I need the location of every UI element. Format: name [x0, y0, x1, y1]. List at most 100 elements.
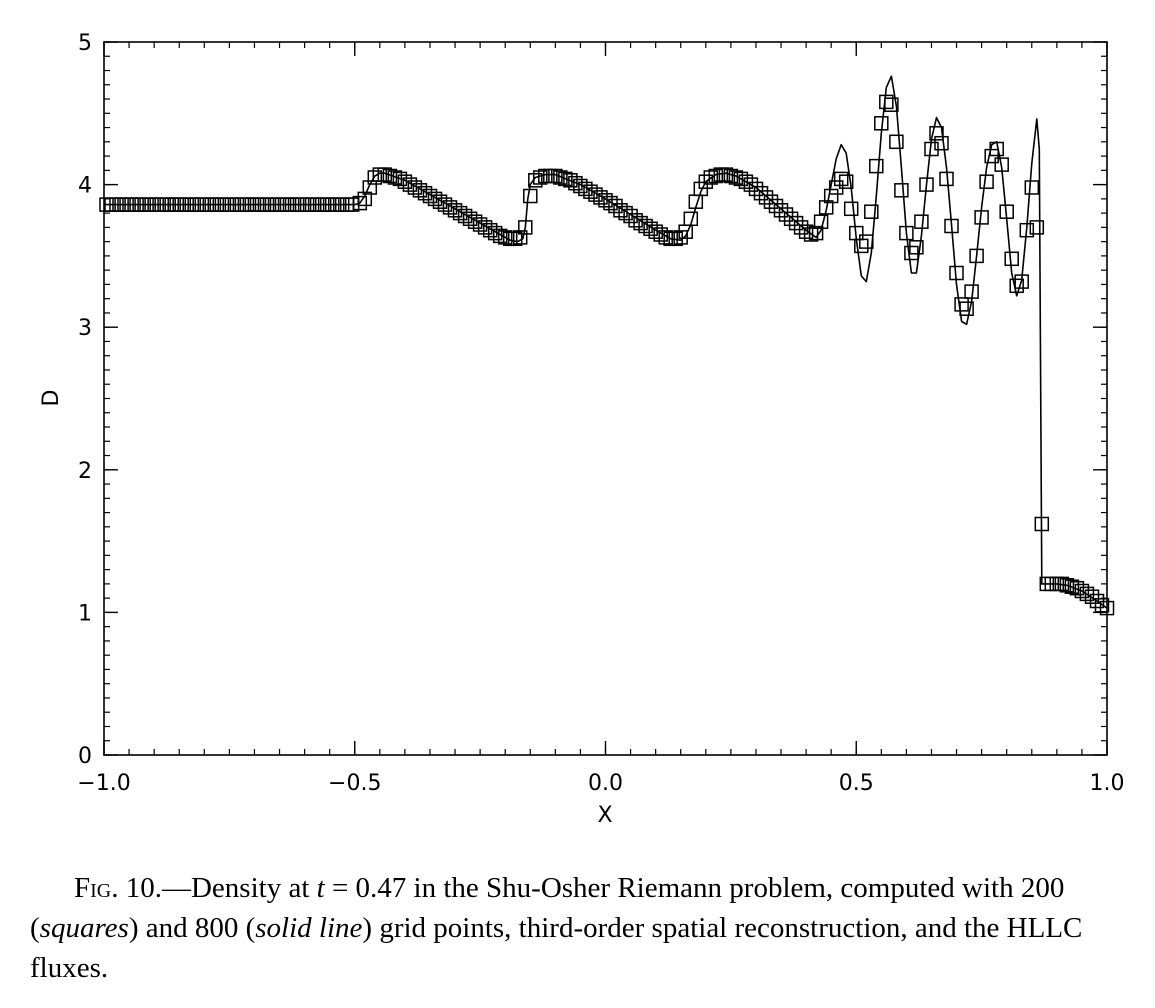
square-marker	[1059, 578, 1075, 593]
square-marker	[899, 225, 914, 241]
square-marker	[864, 204, 879, 219]
square-marker	[598, 193, 613, 208]
square-marker	[1084, 589, 1100, 604]
square-marker	[954, 297, 969, 312]
square-marker	[638, 218, 653, 234]
square-marker	[1074, 583, 1090, 599]
x-axis-title: X	[597, 803, 612, 828]
square-marker	[904, 245, 919, 261]
square-marker	[392, 171, 408, 187]
y-tick-label: 5	[78, 31, 92, 56]
square-marker	[843, 201, 859, 217]
square-marker	[648, 224, 663, 239]
square-marker	[964, 284, 979, 299]
square-marker	[703, 170, 719, 185]
caption-text-d: ) grid points, third-order spatial recon…	[30, 912, 1083, 984]
square-marker	[989, 141, 1004, 157]
square-marker	[748, 181, 764, 197]
square-marker	[568, 175, 583, 191]
square-marker	[969, 248, 984, 264]
square-marker	[743, 177, 759, 192]
line-series	[104, 75, 1108, 609]
square-marker	[1004, 251, 1019, 267]
caption-text-c: ) and 800 (	[128, 912, 256, 944]
square-marker	[658, 230, 673, 245]
square-marker	[768, 198, 784, 214]
square-marker	[377, 167, 393, 182]
square-marker	[643, 221, 658, 237]
square-marker	[387, 170, 403, 185]
figure-caption: Fig. 10.—Density at t = 0.47 in the Shu-…	[30, 868, 1140, 988]
square-marker	[889, 134, 904, 150]
square-marker	[783, 211, 799, 227]
square-marker	[708, 168, 724, 184]
square-marker	[462, 211, 478, 227]
caption-text-b: = 0.47 in the Shu-Osher Riemann problem,…	[30, 872, 1065, 944]
square-marker	[894, 183, 909, 198]
square-marker	[1024, 180, 1040, 195]
square-marker	[477, 220, 493, 235]
square-marker	[578, 181, 593, 197]
square-marker	[558, 171, 573, 187]
square-marker	[723, 168, 739, 184]
x-tick-label: 0.5	[839, 771, 874, 796]
square-marker	[758, 190, 774, 205]
square-marker	[833, 171, 849, 187]
square-marker	[934, 135, 949, 151]
square-marker	[854, 238, 869, 254]
square-marker	[803, 227, 819, 242]
square-marker	[497, 230, 513, 245]
square-marker	[673, 230, 688, 245]
density-chart: −1.0 −0.5 0.0 0.5 1.0 0 1 2 3 4 5 X D	[39, 31, 1125, 828]
square-marker	[357, 191, 373, 207]
minor-ticks	[103, 41, 1108, 756]
square-marker	[788, 215, 804, 231]
square-marker	[533, 170, 548, 185]
square-marker	[412, 183, 428, 198]
square-marker	[563, 173, 578, 188]
square-series	[99, 94, 1115, 616]
square-marker	[939, 171, 954, 187]
square-marker	[528, 173, 543, 188]
square-marker	[808, 225, 824, 241]
square-marker	[763, 194, 779, 209]
figure-label: Fig. 10.	[74, 872, 162, 904]
square-marker	[588, 187, 603, 202]
square-marker	[613, 203, 628, 218]
square-marker	[437, 197, 453, 212]
caption-t-variable: t	[316, 872, 325, 904]
x-tick-label: −1.0	[77, 771, 130, 796]
square-marker	[874, 116, 889, 131]
square-marker	[633, 215, 648, 231]
square-marker	[382, 168, 398, 184]
square-marker	[1014, 274, 1029, 289]
square-marker	[427, 191, 443, 207]
square-marker	[869, 158, 884, 174]
square-marker	[583, 184, 598, 199]
square-marker	[593, 190, 608, 205]
plot-frame	[103, 41, 1108, 756]
square-marker	[523, 188, 538, 204]
square-marker	[442, 200, 458, 215]
square-marker	[553, 170, 568, 185]
square-marker	[813, 214, 829, 229]
square-marker	[838, 174, 854, 189]
square-marker	[402, 177, 418, 192]
square-marker	[728, 170, 744, 185]
square-marker	[1009, 278, 1024, 294]
x-tick-label: −0.5	[328, 771, 381, 796]
square-marker	[879, 94, 894, 110]
square-marker	[884, 97, 899, 112]
square-marker	[352, 195, 368, 211]
square-marker	[487, 225, 503, 241]
caption-squares: squares	[39, 912, 129, 944]
square-marker	[823, 188, 839, 204]
square-marker	[1069, 580, 1085, 596]
square-marker	[467, 214, 483, 229]
square-marker	[457, 208, 473, 224]
square-marker	[1094, 598, 1110, 613]
square-marker	[1029, 220, 1045, 235]
square-marker	[367, 170, 383, 185]
square-marker	[432, 194, 448, 209]
x-tick-label: 1.0	[1090, 771, 1125, 796]
